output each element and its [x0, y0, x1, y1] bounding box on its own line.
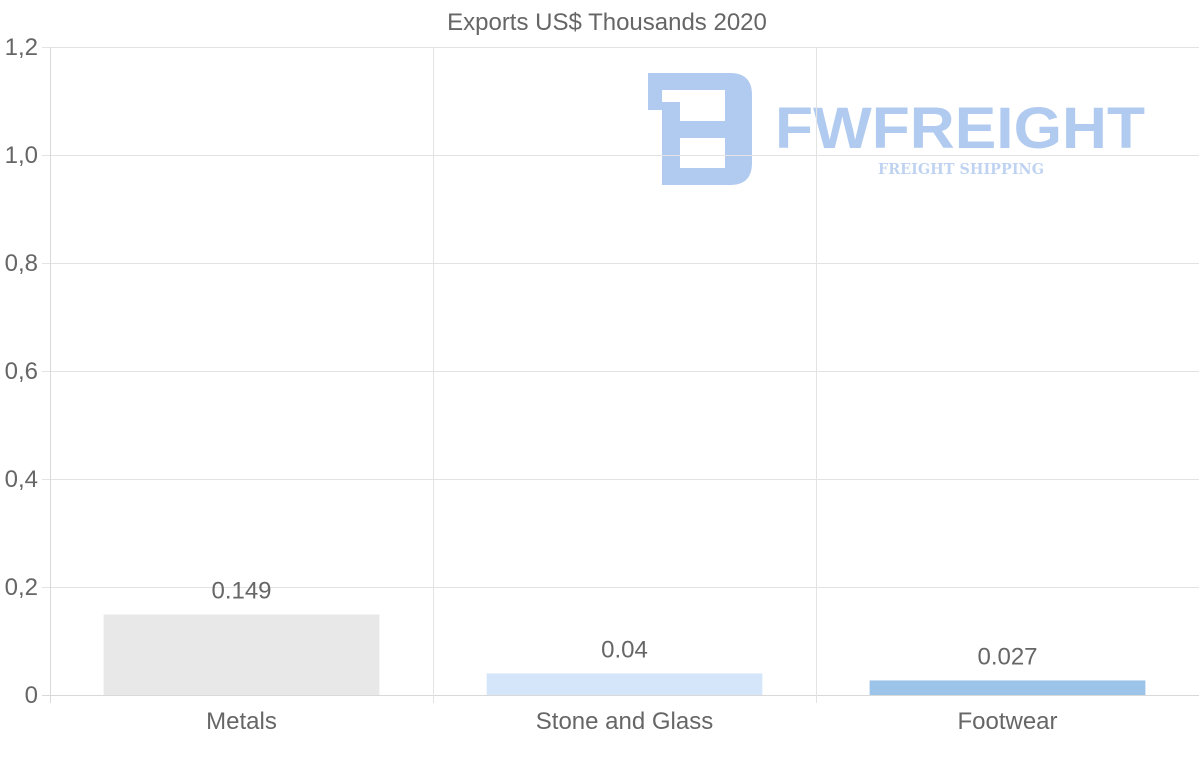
- data-label: 0.04: [601, 636, 648, 663]
- x-tick-label: Metals: [206, 708, 277, 735]
- fwfreight-logo-icon: [648, 73, 752, 185]
- x-tick-label: Footwear: [957, 708, 1057, 735]
- data-label: 0.149: [211, 578, 271, 605]
- y-tick-label: 1,0: [5, 142, 38, 169]
- y-tick-label: 0,8: [5, 250, 38, 277]
- y-tick-label: 0,6: [5, 358, 38, 385]
- y-tick-label: 0: [25, 682, 38, 709]
- chart-title: Exports US$ Thousands 2020: [447, 9, 767, 36]
- fwfreight-watermark: FWFREIGHT FREIGHT SHIPPING: [648, 73, 1145, 185]
- y-tick-label: 0,2: [5, 574, 38, 601]
- bar: [869, 680, 1146, 695]
- watermark-brand: FWFREIGHT: [775, 96, 1145, 161]
- bar: [103, 614, 380, 695]
- watermark-tagline: FREIGHT SHIPPING: [878, 160, 1044, 178]
- x-tick-label: Stone and Glass: [536, 708, 713, 735]
- y-tick-label: 0,4: [5, 466, 38, 493]
- data-label: 0.027: [977, 643, 1037, 670]
- y-tick-label: 1,2: [5, 34, 38, 61]
- bar: [486, 673, 763, 695]
